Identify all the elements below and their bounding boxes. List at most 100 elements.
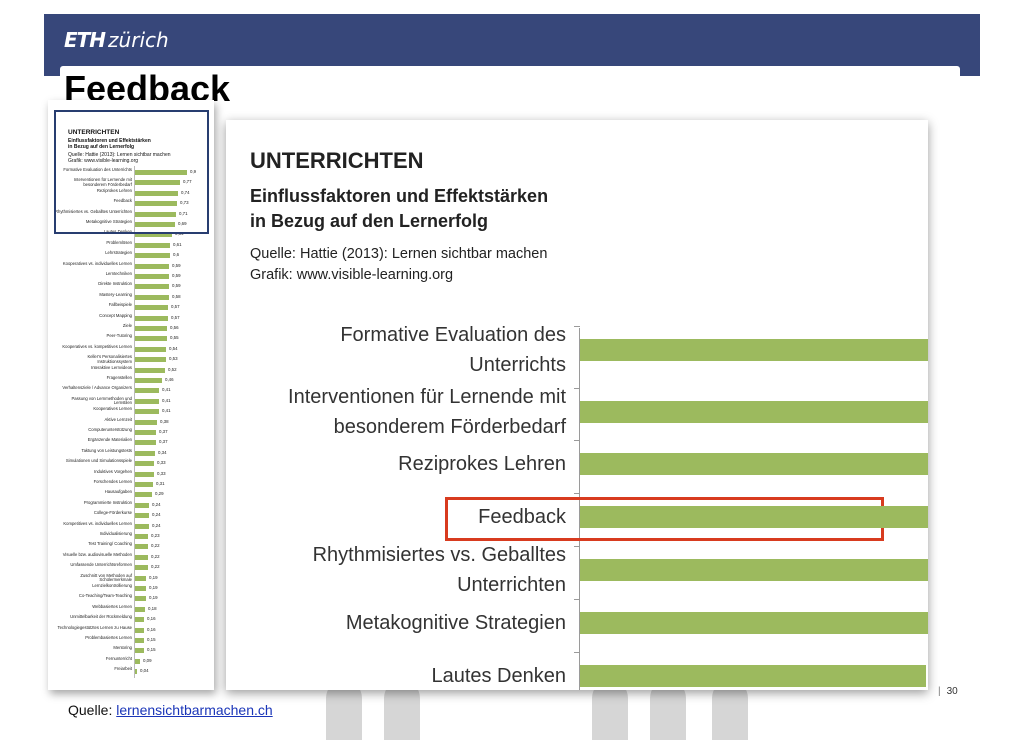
chart-source-line-2: Grafik: www.visible-learning.org xyxy=(250,267,454,283)
thumb-row: Lernzielkontrollierung 0,19 xyxy=(48,583,214,594)
thumb-bar xyxy=(135,554,148,560)
thumb-bar xyxy=(135,232,172,238)
thumb-row: Individualisierung 0,23 xyxy=(48,531,214,542)
thumb-bar-label: Mastery-Learning xyxy=(99,291,132,297)
thumb-bar-value: 0,61 xyxy=(173,241,182,247)
thumb-row: Problembasiertes Lernen 0,15 xyxy=(48,635,214,646)
thumb-bar-value: 0,58 xyxy=(172,293,181,299)
thumb-bar-label: Reziprokes Lehren xyxy=(96,187,132,193)
thumb-bar-label: Induktives Vorgehen xyxy=(94,468,132,474)
thumb-bar xyxy=(135,482,153,487)
thumb-bar-label: Programmierte Instruktion xyxy=(83,499,132,505)
slide-number: | 30 xyxy=(938,686,958,697)
thumb-bar-value: 0,19 xyxy=(149,585,158,590)
thumb-bar-value: 0,74 xyxy=(181,189,190,195)
chart-axis xyxy=(579,328,580,690)
source-link[interactable]: lernensichtbarmachen.ch xyxy=(116,702,273,718)
thumb-bar-label: Kooperatives vs. kompetitives Lernen xyxy=(62,343,132,349)
thumb-bar xyxy=(135,523,149,529)
thumb-bar xyxy=(135,575,146,581)
thumb-row: Interaktive Lernvideos 0,52 xyxy=(48,365,214,376)
source-prefix: Quelle: xyxy=(68,702,113,718)
thumb-bar-value: 0,71 xyxy=(179,210,188,216)
thumb-bar-value: 0,37 xyxy=(159,439,168,445)
chart-subtitle-line-1: Einflussfaktoren und Effektstärken xyxy=(250,186,549,206)
thumb-bar xyxy=(135,513,149,519)
thumb-bar-value: 0,56 xyxy=(170,325,179,330)
thumb-bar-value: 0,57 xyxy=(171,304,180,310)
thumb-row: Kompetitives vs. individuelles Lernen 0,2… xyxy=(48,520,214,532)
bar xyxy=(580,339,928,361)
thumb-bar-label: Lehrstrategien xyxy=(105,250,132,256)
thumb-bar-value: 0,46 xyxy=(165,377,174,382)
thumb-row: Forschendes Lernen 0,31 xyxy=(48,479,214,490)
thumb-row: Kooperatives vs. individuelles Lernen 0,5… xyxy=(48,261,214,272)
thumb-bar-label: Feedback xyxy=(113,198,132,204)
bar-label: Metakognitive Strategien xyxy=(345,612,566,634)
thumb-bar xyxy=(135,430,156,435)
bar-label: Lautes Denken xyxy=(431,665,566,687)
thumb-bar-label: Lernzielkontrollierung xyxy=(92,583,132,588)
thumb-bar-label: Technologiegestütztes Lernen zu Hause xyxy=(57,624,133,630)
thumb-bar-value: 0,59 xyxy=(172,283,181,289)
thumb-row: Reziprokes Lehren 0,74 xyxy=(48,187,214,199)
thumb-row: Lerntechniken 0,59 xyxy=(48,271,214,282)
thumb-bar-label: Kompetitives vs. individuelles Lernen xyxy=(63,520,132,526)
thumb-bar xyxy=(135,346,166,352)
thumb-row: Computerunterstützung 0,37 xyxy=(48,427,214,438)
thumb-bar xyxy=(135,336,167,342)
thumb-bar-label: Taktung von Leistungstests xyxy=(81,447,132,453)
axis-tick xyxy=(574,493,580,494)
axis-tick xyxy=(574,388,580,389)
thumb-row: Programmierte Instruktion 0,24 xyxy=(48,499,214,511)
thumb-bar xyxy=(135,471,154,477)
thumb-bar-label: Kooperatives Lernen xyxy=(93,406,132,412)
thumb-bar xyxy=(135,263,169,269)
thumb-title: UNTERRICHTEN xyxy=(68,129,120,136)
thumb-bar-value: 0,22 xyxy=(151,553,160,559)
thumb-row: Co-Teaching/Team-Teaching 0,19 xyxy=(48,594,214,604)
thumb-source-2: Grafik: www.visible-learning.org xyxy=(68,158,139,164)
thumb-bar-value: 0,9 xyxy=(190,169,197,174)
thumb-subtitle-2: in Bezug auf den Lernerfolg xyxy=(68,144,135,150)
thumb-bar xyxy=(135,284,169,290)
thumb-bar xyxy=(135,305,168,311)
slide-number-value: 30 xyxy=(946,686,958,697)
bar-label: Formative Evaluation des Unterrichts xyxy=(340,324,566,376)
thumb-row: Freiarbeit 0,04 xyxy=(48,667,214,677)
axis-tick xyxy=(574,326,580,327)
thumb-row: Verhaltensziele / Advance Organizers 0,41 xyxy=(48,386,214,396)
thumb-row: Mastery-Learning 0,58 xyxy=(48,291,214,303)
thumb-bar-label: Visuelle bzw. audiovisuelle Methoden xyxy=(62,551,132,557)
thumb-bar xyxy=(135,419,157,425)
thumb-bar-value: 0,29 xyxy=(155,491,164,497)
thumb-bar-value: 0,41 xyxy=(162,387,171,393)
thumb-row: Taktung von Leistungstests 0,34 xyxy=(48,447,214,459)
thumb-source-1: Quelle: Hattie (2013): Lernen sichtbar m… xyxy=(68,152,171,158)
axis-tick xyxy=(574,652,580,653)
thumb-bar-value: 0,37 xyxy=(159,429,168,434)
thumb-bar xyxy=(135,606,145,612)
thumb-bar-value: 0,41 xyxy=(162,397,171,403)
thumb-bar-value: 0,69 xyxy=(178,221,187,226)
thumb-bar-value: 0,19 xyxy=(149,595,158,601)
bar-label: Feedback xyxy=(478,506,566,528)
bar xyxy=(580,559,928,581)
thumb-bar-value: 0,41 xyxy=(162,408,171,414)
thumb-bar xyxy=(135,586,146,591)
thumb-bar-value: 0,77 xyxy=(183,179,192,185)
footer-source: Quelle: lernensichtbarmachen.ch xyxy=(68,702,273,718)
thumb-bar-value: 0,16 xyxy=(147,626,156,632)
thumb-bar xyxy=(135,274,169,279)
thumb-row: Direkte Instruktion 0,59 xyxy=(48,282,214,292)
thumb-bar xyxy=(135,357,166,363)
thumb-row: Fallbeispiele 0,57 xyxy=(48,303,214,313)
thumb-bar xyxy=(135,180,180,186)
thumb-bar-label: Lerntechniken xyxy=(105,271,132,276)
thumb-bar-label: Direkte Instruktion xyxy=(98,281,132,287)
thumb-bar-value: 0,15 xyxy=(147,647,156,653)
thumb-bar xyxy=(135,170,187,175)
thumb-bar-value: 0,23 xyxy=(151,533,160,538)
title-strip xyxy=(60,66,960,80)
thumb-row: Kooperatives vs. kompetitives Lernen 0,54 xyxy=(48,343,214,355)
